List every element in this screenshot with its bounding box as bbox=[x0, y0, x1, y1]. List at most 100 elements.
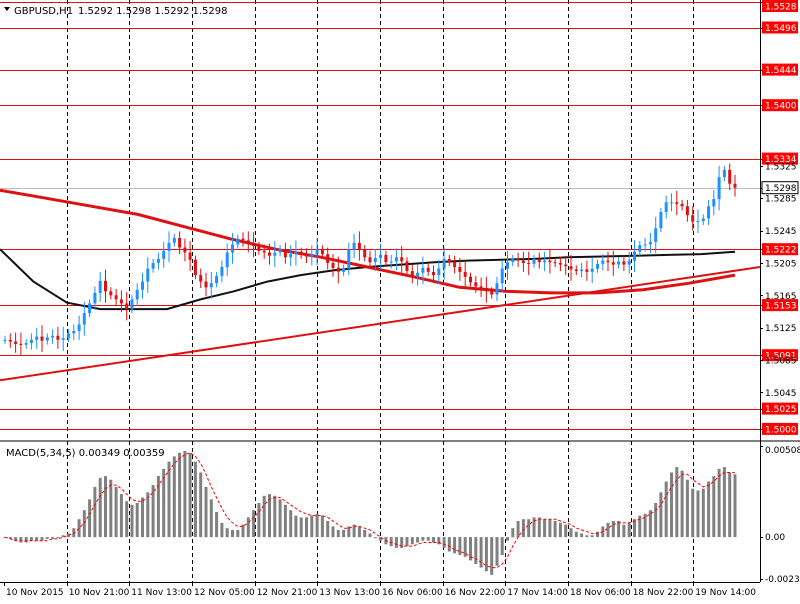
macd-histogram-bar bbox=[426, 537, 430, 541]
price-tick-label: 1.5125 bbox=[765, 324, 797, 334]
candle-body bbox=[463, 271, 467, 277]
candle-body bbox=[696, 220, 700, 222]
candle-body bbox=[93, 292, 97, 304]
candle-body bbox=[220, 267, 224, 276]
price-tick-label: 1.5444 bbox=[765, 66, 797, 76]
macd-histogram-bar bbox=[289, 510, 293, 538]
candle-body bbox=[310, 254, 314, 257]
main-grid bbox=[67, 0, 694, 582]
price-tick-label: 1.5298 bbox=[765, 184, 797, 194]
candle-body bbox=[204, 281, 208, 288]
macd-histogram-bar bbox=[209, 499, 213, 538]
candle-body bbox=[442, 258, 446, 269]
candle-body bbox=[611, 262, 615, 265]
trendline[interactable] bbox=[0, 266, 761, 382]
candle-body bbox=[294, 251, 298, 255]
candle-body bbox=[146, 268, 150, 282]
moving-average-fast bbox=[0, 188, 736, 295]
candle-body bbox=[119, 299, 123, 304]
macd-histogram-bar bbox=[416, 537, 420, 543]
price-tick-label: 1.5245 bbox=[765, 227, 797, 237]
candle-body bbox=[379, 254, 383, 259]
candle-body bbox=[114, 295, 118, 300]
time-tick-label: 11 Nov 13:00 bbox=[131, 588, 192, 598]
macd-histogram-bar bbox=[389, 537, 393, 547]
candle-body bbox=[426, 267, 430, 272]
candle-body bbox=[225, 252, 229, 268]
candle-body bbox=[162, 250, 166, 259]
candle-body bbox=[596, 263, 599, 269]
macd-histogram-bar bbox=[701, 488, 705, 538]
candle-body bbox=[35, 336, 39, 340]
candle-body bbox=[241, 238, 245, 241]
macd-histogram-bar bbox=[437, 537, 441, 545]
candle-body bbox=[432, 271, 435, 276]
macd-histogram-bar bbox=[162, 468, 166, 538]
level-price-label bbox=[762, 63, 798, 76]
macd-histogram-bar bbox=[167, 461, 171, 538]
macd-histogram-bar bbox=[320, 515, 324, 538]
candle-body bbox=[331, 263, 335, 268]
macd-histogram-bar bbox=[24, 537, 28, 543]
macd-histogram-bar bbox=[432, 537, 435, 543]
candle-body bbox=[648, 241, 652, 245]
macd-histogram-bar bbox=[527, 519, 531, 538]
macd-histogram-bar bbox=[246, 517, 250, 538]
macd-histogram-bar bbox=[469, 537, 472, 561]
candle-body bbox=[384, 254, 388, 263]
price-tick-label: 1.5205 bbox=[765, 260, 797, 270]
candle-body bbox=[45, 337, 49, 341]
macd-histogram-bar bbox=[596, 531, 599, 538]
macd-histogram-bar bbox=[310, 515, 314, 538]
level-price-label bbox=[762, 152, 798, 165]
candle-body bbox=[389, 261, 393, 263]
candle-body bbox=[532, 258, 536, 264]
macd-histogram-bar bbox=[670, 472, 673, 538]
macd-tick-label: -0.00233 bbox=[765, 575, 800, 585]
candle-body bbox=[368, 257, 372, 263]
macd-histogram-bar bbox=[553, 521, 557, 538]
macd-histogram-bar bbox=[35, 537, 39, 541]
candle-body bbox=[231, 244, 234, 253]
macd-tick-label: 0.00 bbox=[765, 533, 785, 543]
macd-histogram-bar bbox=[98, 477, 102, 538]
candle-body bbox=[643, 244, 647, 246]
macd-histogram-bar bbox=[379, 537, 383, 541]
candle-body bbox=[305, 254, 308, 257]
price-tick-label: 1.5025 bbox=[765, 405, 797, 415]
candle-body bbox=[495, 283, 499, 295]
candle-body bbox=[24, 343, 28, 345]
candle-body bbox=[437, 268, 441, 276]
macd-histogram-bar bbox=[548, 519, 552, 538]
level-price-label bbox=[762, 0, 798, 12]
macd-histogram-bar bbox=[352, 524, 356, 538]
candle-body bbox=[506, 262, 509, 269]
chart-ohlc-values: 1.5292 1.5298 1.5292 1.5298 bbox=[78, 6, 228, 17]
candle-body bbox=[363, 249, 367, 258]
macd-histogram-bar bbox=[299, 517, 303, 538]
candle-body bbox=[553, 262, 557, 264]
time-tick-label: 18 Nov 22:00 bbox=[633, 588, 694, 598]
macd-histogram-bar bbox=[141, 497, 144, 538]
candle-body bbox=[283, 249, 287, 258]
macd-histogram-bar bbox=[654, 503, 658, 538]
candle-body bbox=[273, 252, 277, 256]
candle-body bbox=[707, 206, 711, 219]
macd-histogram-bar bbox=[178, 452, 182, 538]
triangle-down-icon[interactable] bbox=[4, 7, 10, 11]
candle-body bbox=[490, 291, 494, 295]
macd-histogram-bar bbox=[368, 533, 372, 538]
macd-histogram-bar bbox=[585, 535, 589, 538]
macd-histogram-bar bbox=[151, 485, 155, 538]
candle-body bbox=[336, 267, 340, 272]
macd-histogram-bar bbox=[220, 522, 224, 538]
macd-histogram-bar bbox=[225, 528, 229, 538]
macd-histogram-bar bbox=[146, 492, 150, 538]
macd-histogram-bar bbox=[490, 537, 494, 575]
candle-body bbox=[3, 339, 7, 341]
macd-histogram-bar bbox=[257, 503, 261, 538]
candle-body bbox=[72, 331, 76, 334]
candle-body bbox=[40, 336, 44, 341]
candle-body bbox=[410, 271, 414, 277]
